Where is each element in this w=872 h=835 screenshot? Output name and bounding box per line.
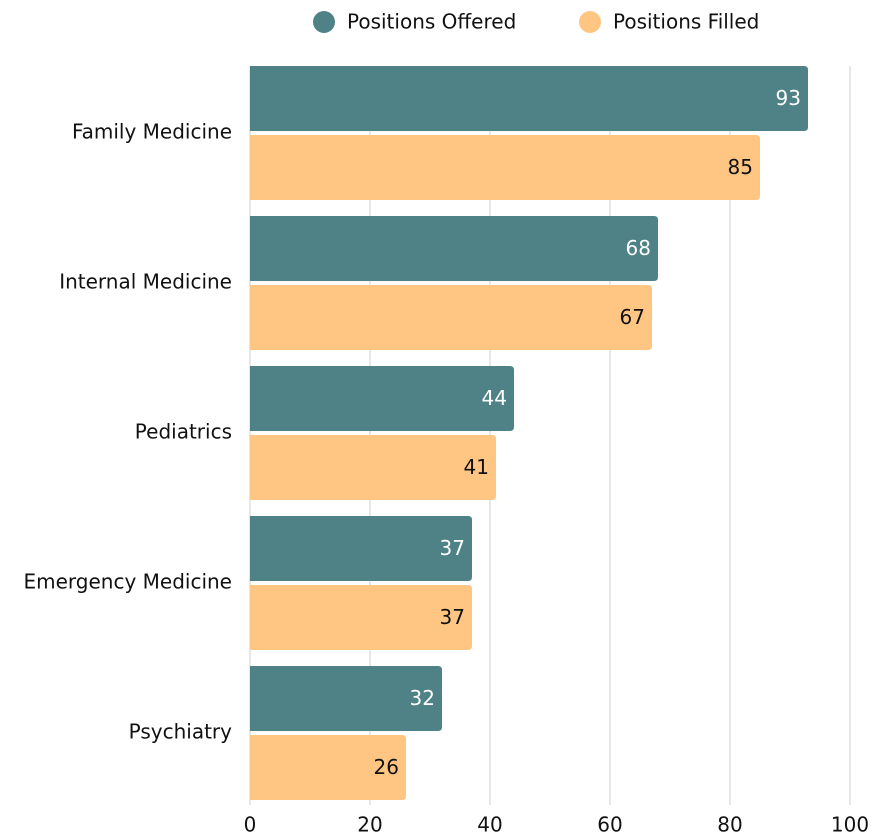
value-label: 32 bbox=[410, 686, 435, 710]
x-tick-label: 80 bbox=[717, 813, 742, 835]
value-label: 85 bbox=[728, 155, 753, 179]
y-tick-label: Emergency Medicine bbox=[23, 570, 232, 594]
x-tick-label: 0 bbox=[244, 813, 257, 835]
value-label: 41 bbox=[464, 455, 489, 479]
bar bbox=[250, 666, 442, 731]
value-label: 37 bbox=[440, 605, 465, 629]
value-label: 26 bbox=[374, 755, 399, 779]
bar bbox=[250, 66, 808, 131]
value-label: 68 bbox=[626, 236, 651, 260]
bar bbox=[250, 216, 658, 281]
y-tick-label: Psychiatry bbox=[129, 720, 233, 744]
value-label: 67 bbox=[620, 305, 645, 329]
legend-marker bbox=[313, 11, 335, 33]
bar bbox=[250, 366, 514, 431]
legend-label: Positions Offered bbox=[347, 10, 516, 34]
y-tick-label: Pediatrics bbox=[135, 420, 232, 444]
bar bbox=[250, 585, 472, 650]
y-tick-label: Internal Medicine bbox=[59, 270, 232, 294]
x-tick-label: 60 bbox=[597, 813, 622, 835]
bar bbox=[250, 135, 760, 200]
x-tick-label: 20 bbox=[357, 813, 382, 835]
x-tick-label: 100 bbox=[831, 813, 869, 835]
bar bbox=[250, 435, 496, 500]
legend-marker bbox=[579, 11, 601, 33]
x-tick-label: 40 bbox=[477, 813, 502, 835]
bar bbox=[250, 735, 406, 800]
legend-label: Positions Filled bbox=[613, 10, 759, 34]
value-label: 44 bbox=[482, 386, 507, 410]
value-label: 93 bbox=[776, 86, 801, 110]
y-tick-label: Family Medicine bbox=[72, 120, 232, 144]
value-label: 37 bbox=[440, 536, 465, 560]
bar bbox=[250, 516, 472, 581]
bar bbox=[250, 285, 652, 350]
